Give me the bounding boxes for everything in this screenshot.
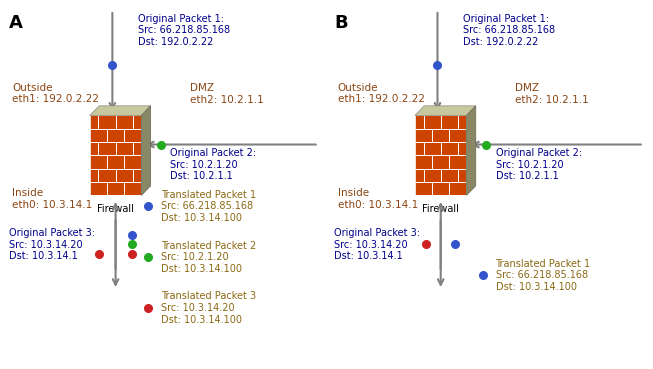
Text: Translated Packet 1
Src: 66.218.85.168
Dst: 10.3.14.100: Translated Packet 1 Src: 66.218.85.168 D… [161, 190, 256, 223]
Text: A: A [9, 14, 23, 32]
Text: DMZ
eth2: 10.2.1.1: DMZ eth2: 10.2.1.1 [190, 83, 263, 104]
Polygon shape [90, 115, 142, 196]
Text: Translated Packet 1
Src: 66.218.85.168
Dst: 10.3.14.100: Translated Packet 1 Src: 66.218.85.168 D… [496, 259, 590, 292]
Text: Inside
eth0: 10.3.14.1: Inside eth0: 10.3.14.1 [338, 188, 418, 210]
Text: B: B [334, 14, 348, 32]
Text: DMZ
eth2: 10.2.1.1: DMZ eth2: 10.2.1.1 [515, 83, 588, 104]
Text: Outside
eth1: 192.0.2.22: Outside eth1: 192.0.2.22 [338, 83, 424, 104]
Text: Outside
eth1: 192.0.2.22: Outside eth1: 192.0.2.22 [12, 83, 99, 104]
Text: Original Packet 2:
Src: 10.2.1.20
Dst: 10.2.1.1: Original Packet 2: Src: 10.2.1.20 Dst: 1… [170, 148, 257, 181]
Text: Firewall: Firewall [422, 204, 459, 214]
Text: Original Packet 3:
Src: 10.3.14.20
Dst: 10.3.14.1: Original Packet 3: Src: 10.3.14.20 Dst: … [334, 228, 421, 261]
Text: Original Packet 2:
Src: 10.2.1.20
Dst: 10.2.1.1: Original Packet 2: Src: 10.2.1.20 Dst: 1… [496, 148, 582, 181]
Text: Translated Packet 2
Src: 10.2.1.20
Dst: 10.3.14.100: Translated Packet 2 Src: 10.2.1.20 Dst: … [161, 241, 256, 274]
Text: Firewall: Firewall [97, 204, 134, 214]
Text: Translated Packet 3
Src: 10.3.14.20
Dst: 10.3.14.100: Translated Packet 3 Src: 10.3.14.20 Dst:… [161, 292, 256, 325]
Text: Original Packet 3:
Src: 10.3.14.20
Dst: 10.3.14.1: Original Packet 3: Src: 10.3.14.20 Dst: … [9, 228, 95, 261]
Polygon shape [466, 106, 476, 196]
Polygon shape [142, 106, 151, 196]
Polygon shape [90, 106, 151, 115]
Text: Original Packet 1:
Src: 66.218.85.168
Dst: 192.0.2.22: Original Packet 1: Src: 66.218.85.168 Ds… [138, 14, 231, 47]
Polygon shape [415, 106, 476, 115]
Text: Inside
eth0: 10.3.14.1: Inside eth0: 10.3.14.1 [12, 188, 93, 210]
Text: Original Packet 1:
Src: 66.218.85.168
Dst: 192.0.2.22: Original Packet 1: Src: 66.218.85.168 Ds… [463, 14, 556, 47]
Polygon shape [415, 115, 466, 196]
